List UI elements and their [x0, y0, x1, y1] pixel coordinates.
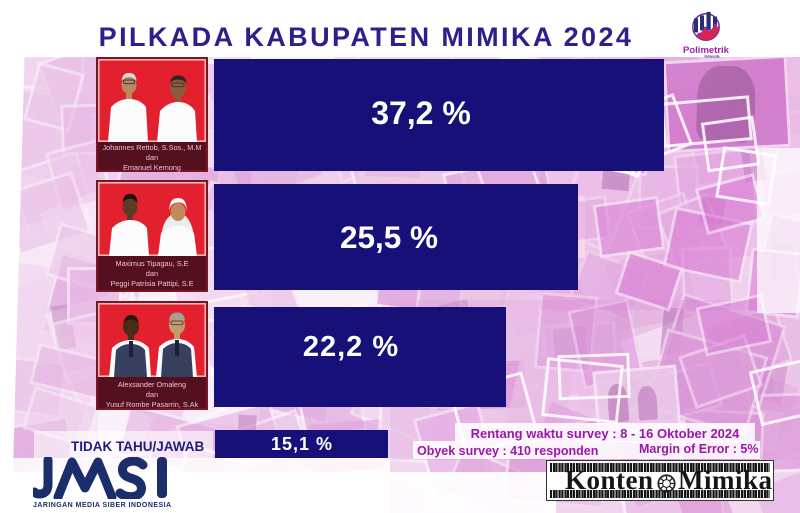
svg-text:Indonesia: Indonesia [705, 55, 720, 59]
svg-text:Polimetrik: Polimetrik [683, 45, 730, 56]
